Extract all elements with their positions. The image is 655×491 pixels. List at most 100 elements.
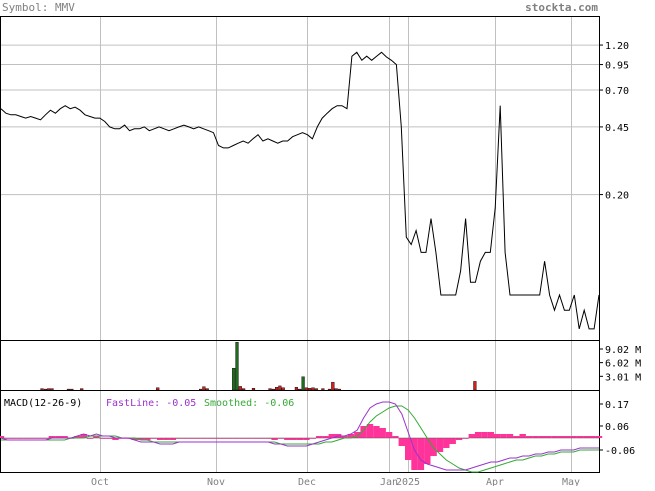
x-tick-label: May — [562, 477, 580, 486]
volume-bar — [271, 388, 275, 391]
macd-histogram-bar — [481, 432, 488, 438]
macd-histogram-bar — [417, 438, 425, 470]
macd-fastline-legend: FastLine: -0.05 — [106, 398, 196, 409]
volume-bar — [198, 388, 203, 391]
macd-tick-label: 0.06 — [605, 422, 629, 433]
volume-bar — [205, 388, 209, 391]
macd-histogram-bar — [163, 438, 170, 440]
macd-histogram-bar — [455, 438, 463, 440]
macd-histogram-bar — [589, 436, 596, 438]
x-tick-label: Apr — [486, 477, 504, 486]
volume-panel: 9.02 M 6.02 M 3.01 M — [0, 340, 641, 391]
macd-smoothed-line — [1, 405, 599, 473]
x-tick-label: 2025 — [396, 477, 420, 486]
macd-histogram-bar — [245, 438, 253, 439]
macd-smoothed-legend: Smoothed: -0.06 — [204, 398, 294, 409]
symbol-label: Symbol: MMV — [2, 1, 75, 14]
price-panel: 1.20 0.95 0.70 0.45 0.20 — [0, 16, 629, 341]
volume-bar — [308, 388, 312, 391]
macd-histogram-bar — [144, 438, 151, 440]
macd-histogram-bar — [80, 434, 87, 438]
macd-histogram-bar — [74, 436, 81, 438]
volume-bar — [156, 387, 160, 391]
macd-histogram-bar — [137, 438, 145, 440]
macd-histogram-bar — [411, 438, 418, 470]
macd-histogram-bar — [150, 438, 157, 439]
macd-histogram-bar — [449, 438, 456, 444]
macd-histogram-bar — [258, 438, 265, 439]
volume-bar — [268, 388, 272, 391]
volume-tick-label: 6.02 M — [605, 359, 641, 370]
macd-histogram-bar — [500, 434, 507, 438]
macd-histogram-bar — [29, 438, 36, 439]
volume-bar — [50, 388, 54, 391]
macd-histogram-bar — [131, 438, 138, 440]
macd-histogram-bar — [564, 436, 571, 438]
macd-histogram-bar — [570, 436, 577, 438]
volume-bar — [331, 382, 335, 391]
price-tick-label: 1.20 — [605, 41, 629, 52]
macd-histogram-bar — [265, 438, 272, 439]
volume-bar — [66, 388, 71, 391]
macd-tick-label: 0.17 — [605, 400, 629, 411]
macd-histogram-bar — [557, 436, 564, 438]
macd-histogram-bar — [487, 432, 495, 438]
macd-histogram-bar — [322, 436, 329, 438]
macd-histogram-bar — [277, 438, 285, 439]
macd-histogram-bar — [106, 438, 113, 439]
macd-histogram-bar — [532, 436, 539, 438]
macd-histogram-bar — [36, 438, 43, 439]
macd-histogram-bar — [201, 438, 208, 439]
macd-histogram-bar — [214, 438, 221, 439]
volume-bar — [304, 387, 308, 391]
macd-histogram-bar — [576, 436, 584, 438]
macd-histogram-bar — [4, 438, 11, 439]
volume-bar — [314, 388, 318, 391]
macd-histogram-bar — [519, 434, 526, 438]
macd-histogram-bar — [195, 438, 202, 439]
macd-histogram-bar — [188, 438, 196, 439]
macd-histogram-bar — [42, 438, 49, 439]
macd-histogram-bar — [373, 426, 380, 438]
macd-histogram-bar — [309, 438, 316, 439]
macd-histogram-bar — [424, 438, 431, 464]
macd-histogram-bar — [315, 436, 323, 438]
macd-histogram-bar — [233, 438, 240, 439]
macd-histogram-bar — [99, 438, 106, 439]
price-tick-label: 0.70 — [605, 86, 629, 97]
volume-bar — [40, 388, 44, 391]
macd-histogram-bar — [436, 438, 444, 452]
volume-bar — [337, 388, 341, 391]
macd-histogram-bar — [443, 438, 450, 448]
macd-histogram-bar — [156, 438, 164, 440]
macd-tick-label: -0.06 — [605, 446, 635, 457]
price-tick-label: 0.95 — [605, 61, 629, 72]
volume-bar — [278, 385, 282, 391]
macd-histogram-bar — [525, 436, 533, 438]
macd-histogram-bar — [354, 432, 361, 438]
x-tick-label: Oct — [91, 477, 109, 486]
volume-bar — [47, 388, 51, 391]
macd-histogram-bar — [385, 432, 393, 438]
macd-histogram-bar — [468, 434, 475, 438]
volume-bar — [70, 388, 74, 391]
macd-histogram-bar — [239, 438, 246, 439]
macd-histogram-bar — [551, 436, 558, 438]
macd-histogram-bar — [430, 438, 437, 456]
volume-bar — [321, 388, 325, 391]
macd-histogram-bar — [544, 436, 552, 438]
macd-histogram-bar — [86, 438, 94, 439]
macd-histogram-bar — [55, 436, 62, 438]
macd-histogram-bar — [23, 438, 30, 439]
volume-bar — [327, 388, 332, 391]
macd-histogram-bar — [303, 438, 310, 440]
macd-histogram-bar — [207, 438, 215, 439]
x-tick-label: Dec — [298, 477, 316, 486]
brand-link[interactable]: stockta.com — [525, 1, 598, 14]
macd-title: MACD(12-26-9) — [4, 398, 82, 409]
macd-histogram-bar — [328, 434, 335, 438]
macd-histogram-bar — [379, 428, 386, 438]
macd-histogram-bar — [583, 436, 590, 438]
macd-fastline-line — [0, 401, 599, 471]
